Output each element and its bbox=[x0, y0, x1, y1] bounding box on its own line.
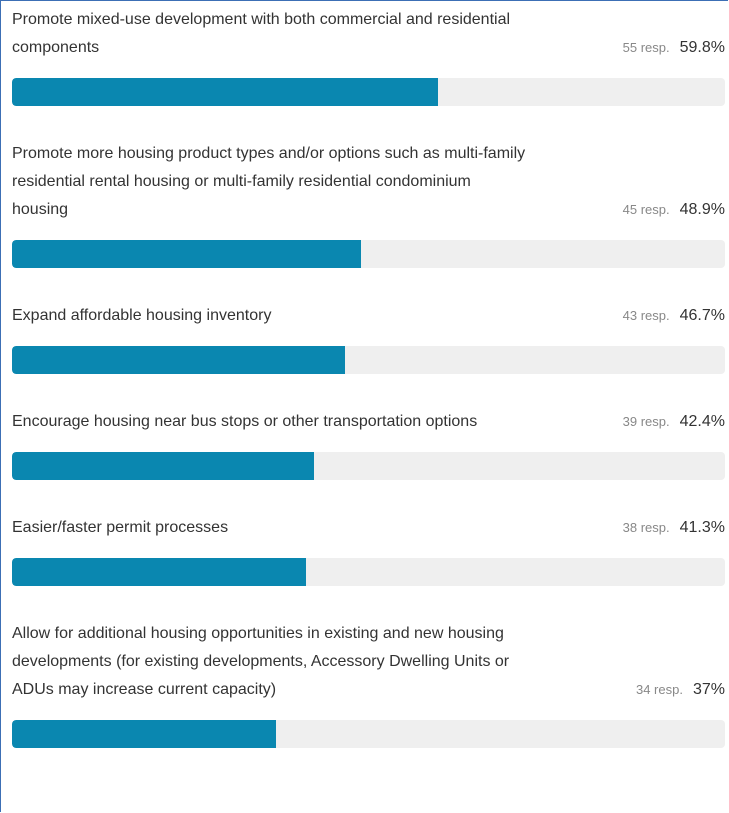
response-count: 38 resp. bbox=[622, 520, 670, 535]
response-count: 43 resp. bbox=[622, 308, 670, 323]
bar bbox=[12, 720, 276, 748]
option-label: Easier/faster permit processes bbox=[12, 519, 229, 536]
bar-track bbox=[12, 346, 725, 374]
bar-track bbox=[12, 240, 725, 268]
option-label: Promote mixed-use development with both … bbox=[12, 11, 511, 56]
response-count: 45 resp. bbox=[622, 202, 670, 217]
response-count: 55 resp. bbox=[622, 40, 670, 55]
result-item: Encourage housing near bus stops or othe… bbox=[12, 408, 725, 480]
percent-label: 41.3% bbox=[679, 519, 725, 536]
percent-label: 59.8% bbox=[679, 39, 725, 56]
result-meta: 55 resp. 59.8% bbox=[623, 34, 725, 62]
result-header: Expand affordable housing inventory 43 re… bbox=[12, 302, 725, 330]
result-meta: 34 resp. 37% bbox=[636, 676, 725, 704]
result-meta: 38 resp. 41.3% bbox=[623, 514, 725, 542]
bar-track bbox=[12, 78, 725, 106]
bar bbox=[12, 558, 307, 586]
bar bbox=[12, 240, 361, 268]
result-item: Promote more housing product types and/o… bbox=[12, 140, 725, 268]
result-item: Promote mixed-use development with both … bbox=[12, 6, 725, 106]
option-label: Promote more housing product types and/o… bbox=[12, 145, 526, 218]
result-item: Expand affordable housing inventory 43 re… bbox=[12, 302, 725, 374]
result-header: Promote mixed-use development with both … bbox=[12, 6, 725, 62]
response-count: 34 resp. bbox=[635, 682, 683, 697]
option-label: Allow for additional housing opportuniti… bbox=[12, 625, 510, 698]
result-header: Encourage housing near bus stops or othe… bbox=[12, 408, 725, 436]
option-label: Encourage housing near bus stops or othe… bbox=[12, 413, 478, 430]
bar bbox=[12, 346, 345, 374]
bar bbox=[12, 452, 315, 480]
bar bbox=[12, 78, 439, 106]
result-meta: 43 resp. 46.7% bbox=[623, 302, 725, 330]
result-item: Easier/faster permit processes 38 resp. 41… bbox=[12, 514, 725, 586]
percent-label: 48.9% bbox=[679, 201, 725, 218]
bar-track bbox=[12, 720, 725, 748]
response-count: 39 resp. bbox=[622, 414, 670, 429]
percent-label: 37% bbox=[692, 681, 725, 698]
result-header: Easier/faster permit processes 38 resp. 41… bbox=[12, 514, 725, 542]
result-header: Promote more housing product types and/o… bbox=[12, 140, 725, 224]
option-label: Expand affordable housing inventory bbox=[12, 307, 272, 324]
bar-track bbox=[12, 452, 725, 480]
bar-track bbox=[12, 558, 725, 586]
percent-label: 46.7% bbox=[679, 307, 725, 324]
percent-label: 42.4% bbox=[679, 413, 725, 430]
result-meta: 45 resp. 48.9% bbox=[623, 196, 725, 224]
result-item: Allow for additional housing opportuniti… bbox=[12, 620, 725, 748]
result-header: Allow for additional housing opportuniti… bbox=[12, 620, 725, 704]
result-meta: 39 resp. 42.4% bbox=[623, 408, 725, 436]
